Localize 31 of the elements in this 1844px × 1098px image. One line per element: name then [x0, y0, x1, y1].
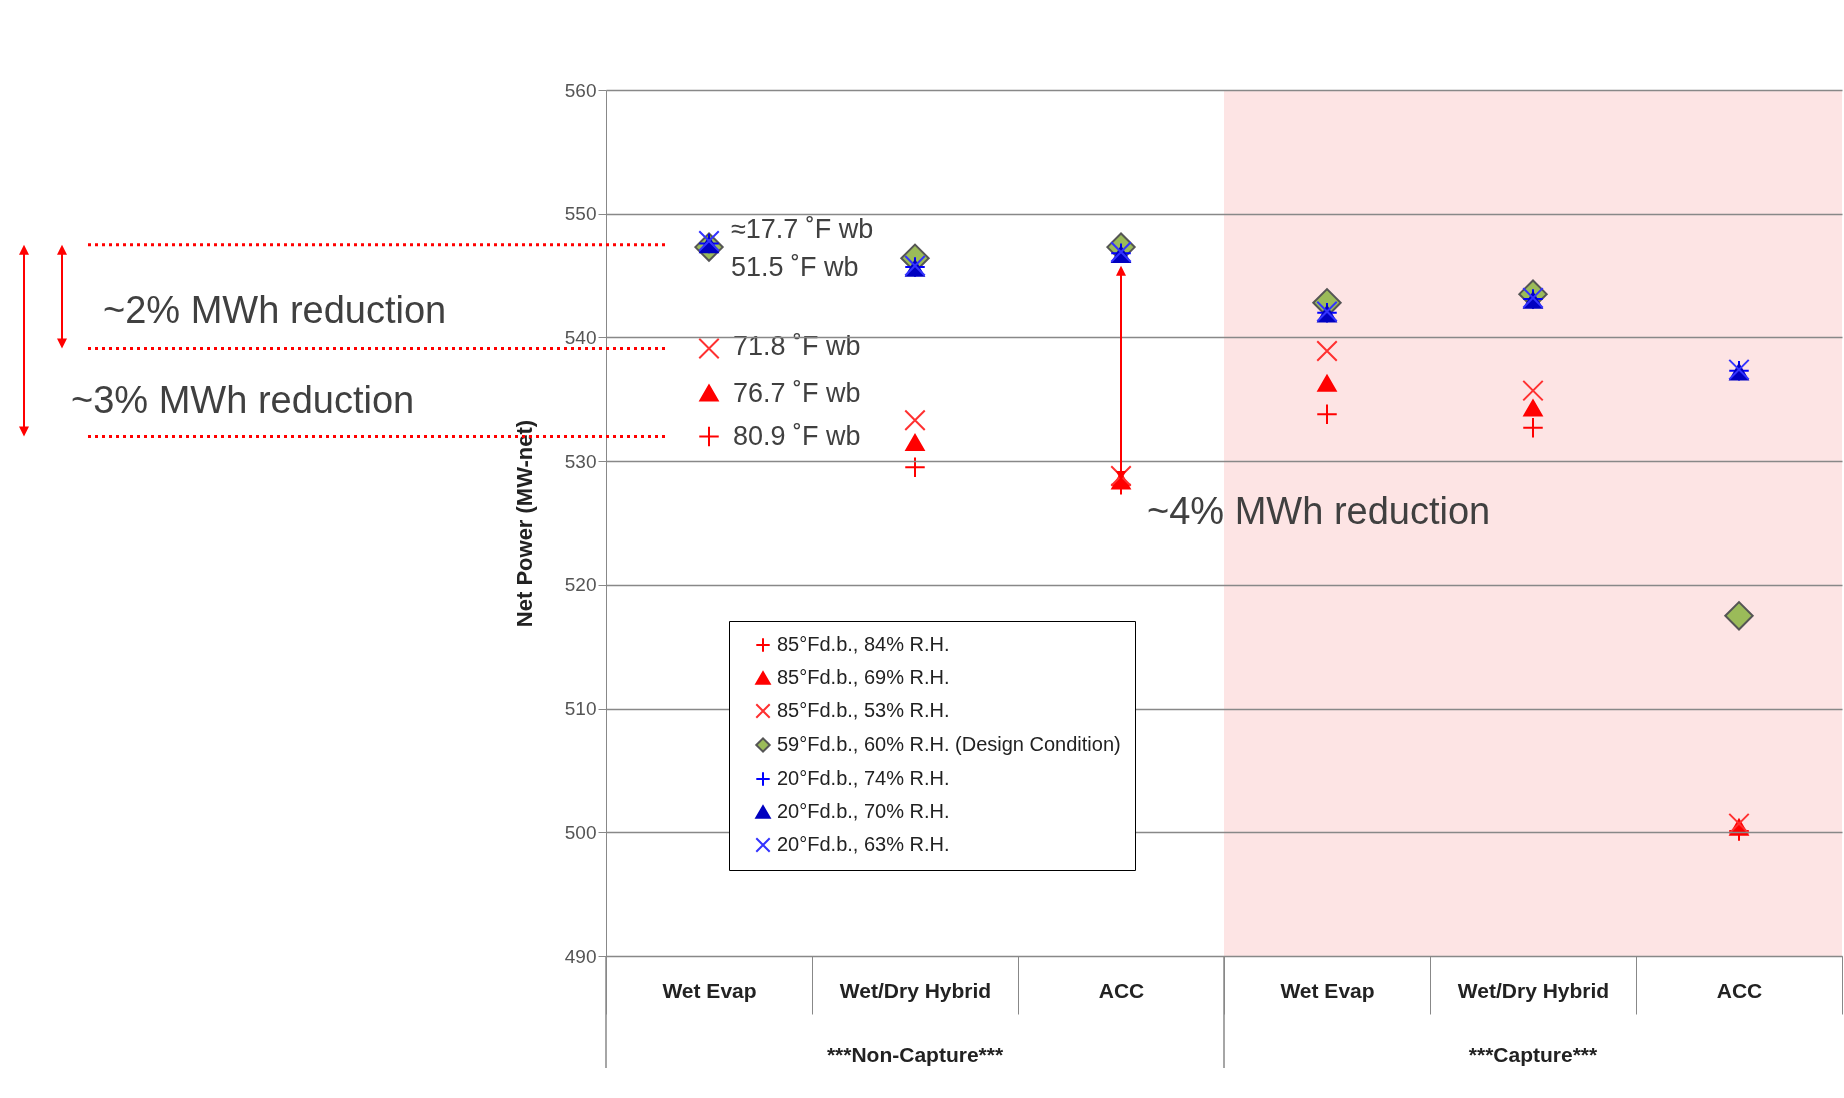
y-axis-title: Net Power (MW-net) — [511, 419, 537, 628]
x-tick-label: Wet Evap — [662, 978, 757, 1002]
annotation: ≈17.7 ˚F wb — [731, 214, 874, 244]
y-tick-label: 520 — [564, 574, 597, 596]
legend-label: 20°Fd.b., 70% R.H. — [777, 800, 950, 822]
annotation: 76.7 ˚F wb — [733, 378, 861, 408]
x-tick-label: Wet Evap — [1280, 978, 1375, 1002]
legend-label: 85°Fd.b., 69% R.H. — [777, 666, 950, 688]
annotation: ~4% MWh reduction — [1147, 490, 1491, 532]
y-tick-label: 560 — [564, 79, 597, 101]
legend-label: 20°Fd.b., 74% R.H. — [777, 767, 950, 789]
legend-label: 85°Fd.b., 84% R.H. — [777, 633, 950, 655]
y-tick-label: 500 — [564, 821, 597, 843]
y-tick-label: 540 — [564, 326, 597, 348]
legend-label: 20°Fd.b., 63% R.H. — [777, 833, 950, 855]
y-tick-label: 550 — [564, 203, 597, 225]
text: ***Non-Capture*** — [826, 1043, 1004, 1066]
x-tick-label: Wet/Dry Hybrid — [1457, 978, 1610, 1002]
x-tick-label: Wet/Dry Hybrid — [839, 978, 992, 1002]
legend-label: 59°Fd.b., 60% R.H. (Design Condition) — [777, 733, 1121, 755]
y-tick-label: 510 — [564, 698, 597, 720]
text: ~3% MWh reduction — [71, 379, 415, 421]
annotation: 80.9 ˚F wb — [733, 421, 861, 451]
legend-label: 85°Fd.b., 53% R.H. — [777, 699, 950, 721]
y-tick-label: 530 — [564, 450, 597, 472]
annotation: 51.5 ˚F wb — [731, 252, 859, 282]
x-tick-label: ACC — [1098, 978, 1145, 1002]
y-tick-label: 490 — [564, 945, 597, 967]
text: ~2% MWh reduction — [103, 289, 447, 331]
x-tick-label: ACC — [1716, 978, 1763, 1002]
text: ***Capture*** — [1468, 1043, 1599, 1066]
